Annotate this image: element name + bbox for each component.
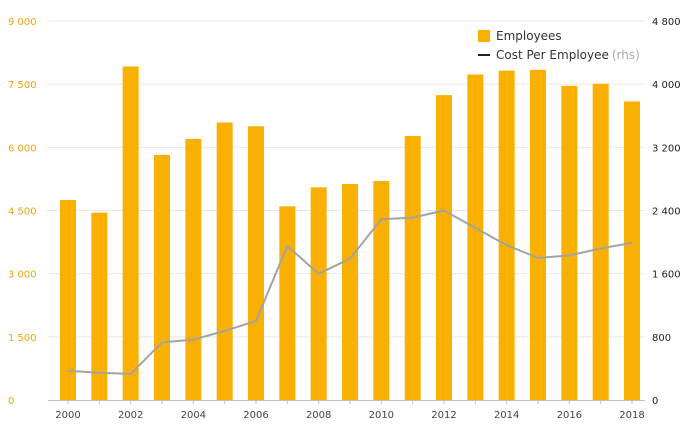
x-tick-label: 2002 xyxy=(118,410,143,421)
legend: Employees Cost Per Employee (rhs) xyxy=(478,29,640,62)
bar xyxy=(436,95,452,401)
x-tick-label: 2004 xyxy=(181,410,206,421)
legend-swatch-employees xyxy=(478,30,490,42)
y-right-tick-label: 4 800 xyxy=(652,17,681,28)
y-right-tick-label: 1 600 xyxy=(652,270,681,281)
x-tick-label: 2016 xyxy=(557,410,582,421)
y-left-tick-label: 6 000 xyxy=(8,143,37,154)
y-left-tick-label: 0 xyxy=(8,396,14,407)
bar xyxy=(185,138,202,400)
x-tick-label: 2010 xyxy=(369,410,394,421)
bar xyxy=(592,83,609,401)
bar xyxy=(467,74,484,400)
y-left-tick-label: 1 500 xyxy=(8,333,37,344)
bar xyxy=(279,206,296,400)
x-tick-label: 2008 xyxy=(306,410,331,421)
bar-layer xyxy=(60,66,640,401)
x-tick-label: 2012 xyxy=(431,410,456,421)
bar xyxy=(404,135,421,401)
x-tick-label: 2014 xyxy=(494,410,519,421)
bar xyxy=(530,69,546,401)
bar xyxy=(60,199,76,400)
y-right-tick-label: 3 200 xyxy=(652,143,681,154)
bar xyxy=(342,183,358,400)
y-left-tick-label: 3 000 xyxy=(8,270,37,281)
y-left-tick-label: 4 500 xyxy=(8,207,37,218)
axis-layer: 0 1 500 3 000 4 500 6 000 7 500 9 000 0 800 1 600… xyxy=(8,17,681,421)
bar xyxy=(624,101,640,400)
line-series-cost-per-employee xyxy=(67,209,633,375)
legend-label-employees: Employees xyxy=(496,29,562,43)
bar xyxy=(216,122,233,400)
y-right-tick-label: 0 xyxy=(652,396,658,407)
bar xyxy=(154,154,170,400)
legend-label-cost-name: Cost Per Employee xyxy=(496,48,609,62)
bar xyxy=(498,70,515,401)
legend-label-cost-per-employee: Cost Per Employee (rhs) xyxy=(496,48,640,62)
bar xyxy=(248,126,264,401)
bar xyxy=(91,212,108,400)
y-right-tick-label: 4 000 xyxy=(652,80,681,91)
y-right-tick-label: 2 400 xyxy=(652,207,681,218)
x-tick-label: 2018 xyxy=(619,410,644,421)
y-left-tick-label: 7 500 xyxy=(8,80,37,91)
y-left-tick-label: 9 000 xyxy=(8,17,37,28)
y-right-tick-label: 800 xyxy=(652,333,671,344)
legend-label-cost-note: (rhs) xyxy=(612,48,640,62)
bar xyxy=(122,66,139,400)
x-tick-label: 2006 xyxy=(243,410,268,421)
bar xyxy=(310,187,327,400)
bar xyxy=(373,181,390,400)
bar xyxy=(561,85,578,401)
line-layer xyxy=(67,209,633,375)
x-tick-label: 2000 xyxy=(55,410,80,421)
